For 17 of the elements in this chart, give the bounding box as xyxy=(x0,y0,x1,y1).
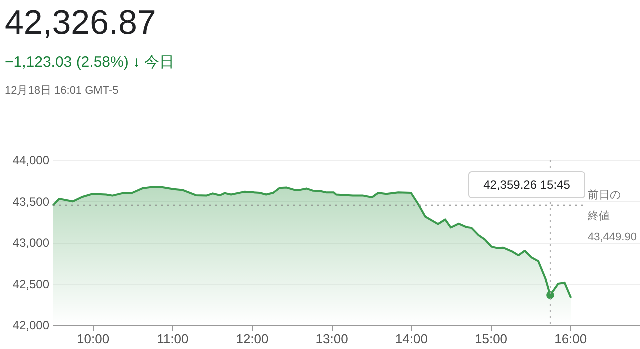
chart-title: 42,326.87 xyxy=(5,4,156,42)
y-tick-label: 42,500 xyxy=(12,277,50,292)
x-tick-label: 15:00 xyxy=(474,332,508,346)
ref-line-label: 前日の終値 43,449.90 xyxy=(587,189,637,244)
x-tick-label: 12:00 xyxy=(236,332,269,346)
x-tick-label: 14:00 xyxy=(395,332,428,346)
x-tick-label: 11:00 xyxy=(157,332,189,346)
y-tick-label: 43,000 xyxy=(12,236,50,250)
text: 12月18日 16:01 GMT-5 xyxy=(5,85,119,97)
annotation: 42,359.26 15:45 xyxy=(484,178,571,192)
x-tick-label: 16:00 xyxy=(554,332,588,346)
y-tick-label: 43,500 xyxy=(12,194,50,209)
x-tick-label: 10:00 xyxy=(77,332,110,346)
y-tick-label: 42,000 xyxy=(12,318,50,332)
chart-subtitle: −1,123.03 (2.58%) ↓ 今日 xyxy=(5,54,175,71)
y-tick-label: 44,000 xyxy=(12,154,50,168)
x-tick-label: 13:00 xyxy=(316,332,348,346)
